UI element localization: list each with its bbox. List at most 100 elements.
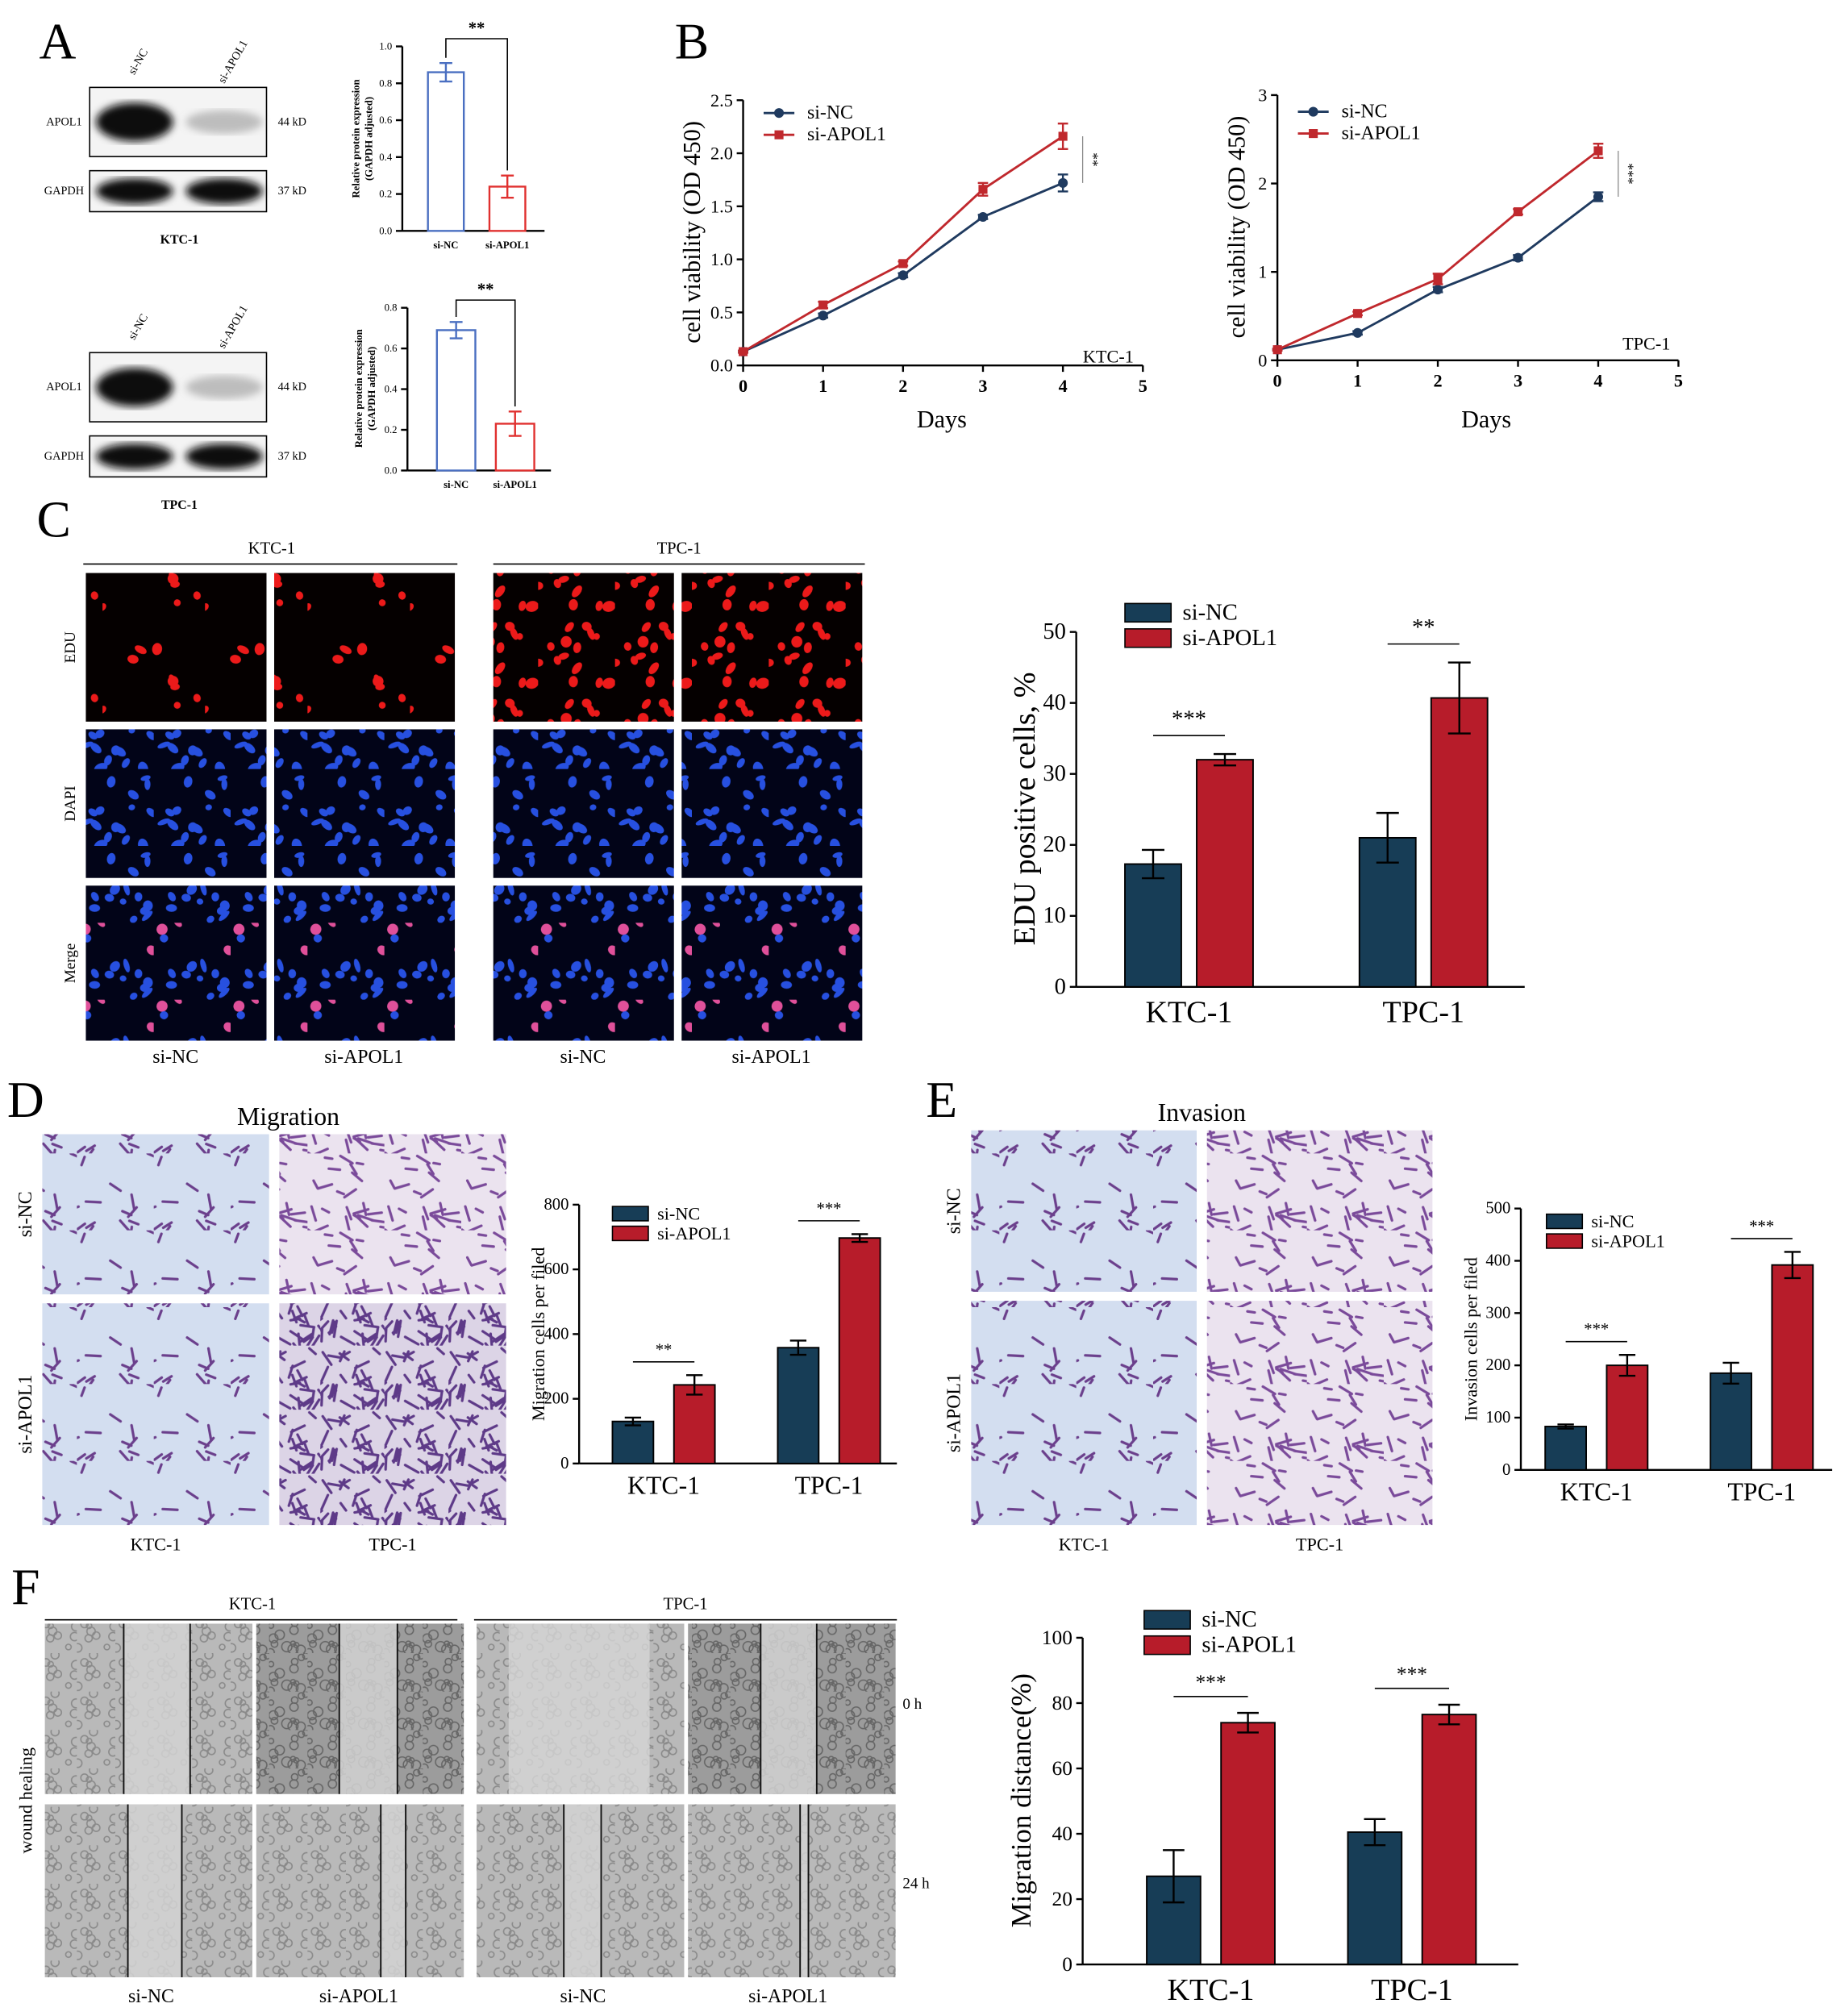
blot-size-label: 44 kD: [278, 381, 306, 394]
panel-letter: F: [11, 1558, 40, 1615]
y-tick-label: 0.0: [385, 464, 398, 476]
significance: **: [469, 19, 485, 37]
legend-label: si-APOL1: [1342, 123, 1421, 144]
row-label: si-APOL1: [944, 1373, 965, 1452]
marker: [978, 185, 988, 194]
band: [96, 444, 173, 469]
column-label: si-NC: [560, 1047, 606, 1068]
x-tick-label: si-APOL1: [494, 479, 537, 490]
y-tick-label: 0.8: [379, 77, 392, 89]
blot-cell-line: KTC-1: [160, 233, 199, 247]
marker: [1513, 252, 1523, 263]
micrograph: [971, 1301, 1197, 1526]
y-axis-label: EDU positive cells, %: [1008, 673, 1042, 946]
y-axis-label: Migration cells per filed: [528, 1248, 548, 1421]
annotation: KTC-1: [1083, 347, 1134, 367]
marker: [738, 347, 748, 356]
micrograph: [85, 573, 267, 722]
micrograph: [1206, 1130, 1433, 1292]
y-tick-label: 60: [1052, 1757, 1072, 1780]
micrograph: [279, 1303, 506, 1526]
panel-letter: D: [7, 1071, 44, 1128]
time-label: 0 h: [902, 1696, 922, 1713]
row-label: si-NC: [15, 1191, 36, 1237]
micrograph: [256, 1804, 464, 1977]
blot-cell-line: TPC-1: [161, 498, 198, 512]
micrograph: [1206, 1301, 1433, 1526]
row-label: si-NC: [944, 1188, 965, 1234]
cell-line-label: KTC-1: [248, 539, 295, 557]
y-tick-label: 1.5: [710, 196, 733, 216]
column-label: si-APOL1: [732, 1047, 811, 1068]
annotation: TPC-1: [1622, 334, 1670, 354]
micrograph: [493, 729, 674, 878]
band: [185, 178, 263, 204]
x-tick-label: 3: [1514, 371, 1522, 391]
x-tick-label: TPC-1: [795, 1471, 864, 1499]
column-label: TPC-1: [369, 1534, 416, 1554]
bar: [777, 1347, 820, 1464]
band: [96, 368, 173, 407]
row-label: DAPI: [62, 785, 79, 821]
micrograph: [688, 1804, 896, 1977]
bar: [1124, 863, 1182, 988]
legend-marker: [1309, 129, 1318, 139]
bar: [1421, 1714, 1477, 1966]
blot-row-label: GAPDH: [44, 185, 84, 198]
panel-letter: C: [37, 490, 71, 548]
x-tick-label: KTC-1: [627, 1471, 700, 1499]
x-axis-label: Days: [917, 406, 967, 433]
legend-swatch: [611, 1225, 649, 1242]
legend-label: si-APOL1: [807, 124, 886, 145]
y-tick-label: 600: [544, 1260, 568, 1278]
time-label: 24 h: [902, 1876, 930, 1893]
row-label: Merge: [62, 943, 79, 983]
y-tick-label: 40: [1052, 1822, 1072, 1845]
bar: [1606, 1364, 1649, 1471]
y-tick-label: 0.5: [710, 302, 733, 323]
y-tick-label: 300: [1485, 1304, 1510, 1322]
marker: [818, 300, 828, 310]
significance: **: [656, 1341, 673, 1359]
blot-row-label: APOL1: [46, 115, 81, 128]
column-label: KTC-1: [1059, 1534, 1110, 1554]
micrograph: [493, 573, 674, 722]
marker: [1058, 177, 1068, 188]
row-label: si-APOL1: [15, 1375, 36, 1454]
marker: [1513, 207, 1523, 217]
significance: **: [1085, 152, 1101, 166]
bar: [673, 1384, 716, 1464]
y-tick-label: 0.4: [379, 152, 393, 163]
significance: ***: [1397, 1663, 1427, 1685]
y-tick-label: 0.0: [379, 225, 392, 236]
marker: [1272, 345, 1282, 355]
legend-swatch: [611, 1206, 649, 1222]
x-tick-label: 0: [1273, 371, 1282, 391]
y-tick-label: 0.2: [379, 189, 392, 200]
micrograph: [681, 729, 863, 878]
y-tick-label: 0: [1502, 1461, 1510, 1479]
wound-gap: [381, 1804, 406, 1977]
legend-label: si-NC: [1342, 102, 1388, 123]
x-tick-label: 1: [1353, 371, 1362, 391]
y-tick-label: 800: [544, 1196, 568, 1214]
y-tick-label: 0.0: [710, 356, 733, 376]
x-tick-label: 5: [1674, 371, 1683, 391]
bar: [1430, 697, 1489, 988]
legend-swatch: [1545, 1233, 1584, 1249]
micrograph: [279, 1134, 506, 1295]
band: [185, 375, 263, 399]
y-tick-label: 80: [1052, 1692, 1072, 1714]
band: [96, 178, 173, 204]
y-tick-label: 2.5: [710, 90, 733, 110]
y-tick-label: 200: [1485, 1356, 1510, 1374]
x-tick-label: si-APOL1: [485, 240, 529, 251]
y-tick-label: 100: [1042, 1627, 1072, 1649]
y-tick-label: 0.4: [385, 384, 398, 395]
y-tick-label: 0: [1055, 974, 1066, 999]
marker: [1433, 285, 1443, 295]
y-axis-label: (GAPDH adjusted): [364, 97, 375, 181]
x-tick-label: 1: [818, 376, 827, 396]
wound-gap: [339, 1623, 398, 1794]
y-axis-label: (GAPDH adjusted): [366, 347, 377, 431]
